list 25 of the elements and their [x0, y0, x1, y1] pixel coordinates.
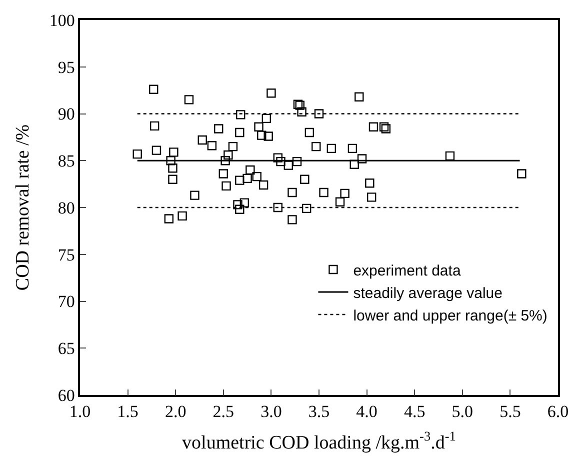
y-tick-label: 70 — [58, 292, 75, 312]
x-tick-label: 3.5 — [308, 402, 330, 422]
x-tick-label: 3.0 — [260, 402, 282, 422]
y-tick-label: 90 — [58, 104, 75, 124]
x-tick-label: 1.5 — [117, 402, 138, 422]
x-tick-label: 6.0 — [547, 402, 569, 422]
x-tick-label: 4.0 — [356, 402, 378, 422]
x-axis-title: volumetric COD loading /kg.m$^{-3}$.d$^{-1}$ — [182, 428, 456, 454]
y-tick-label: 65 — [58, 339, 75, 358]
x-tick-label: 2.5 — [212, 402, 234, 422]
x-tick-label: 2.0 — [164, 402, 186, 422]
x-tick-label: 5.0 — [452, 402, 474, 422]
y-tick-label: 80 — [58, 198, 75, 218]
y-tick-label: 100 — [49, 10, 75, 30]
legend-label: lower and upper range(± 5%) — [353, 307, 548, 324]
legend-label: experiment data — [353, 262, 462, 280]
x-tick-label: 4.5 — [404, 402, 426, 422]
x-tick-label: 1.0 — [69, 402, 91, 422]
y-tick-label: 95 — [58, 58, 75, 77]
legend-label: steadily average value — [353, 284, 502, 302]
y-tick-label: 60 — [58, 386, 75, 405]
y-tick-label: 85 — [58, 152, 75, 171]
y-axis-title: COD removal rate /% — [12, 124, 34, 291]
x-tick-label: 5.5 — [500, 402, 521, 422]
y-tick-label: 75 — [58, 245, 75, 264]
